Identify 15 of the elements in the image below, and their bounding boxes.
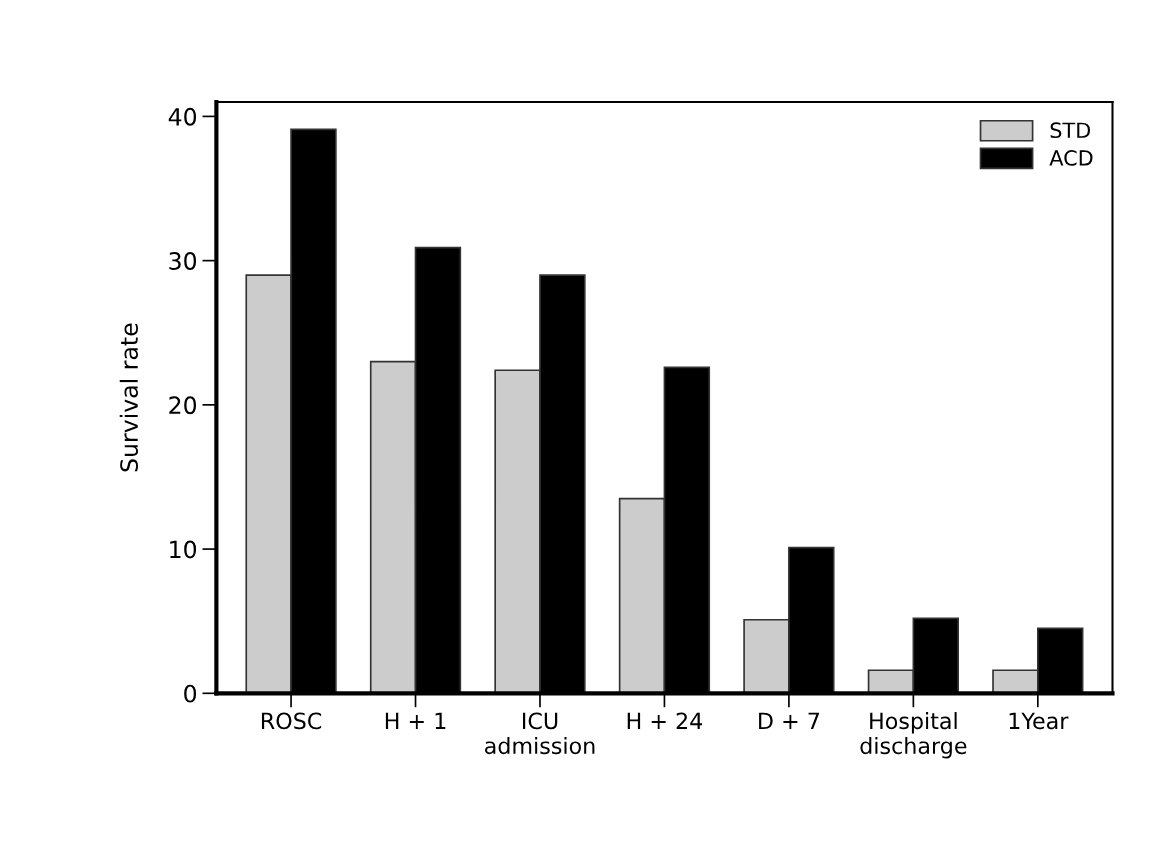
- x-tick-label: H + 1: [385, 712, 446, 729]
- y-tick-label: 0: [184, 684, 197, 703]
- x-tick-label: H + 24: [627, 712, 703, 729]
- y-tick-label: 10: [170, 540, 197, 559]
- legend-label: STD: [1050, 122, 1091, 139]
- y-axis-title: Survival rate: [119, 323, 139, 472]
- y-tick-label: 40: [168, 107, 197, 126]
- x-tick-label: 1Year: [1009, 712, 1069, 730]
- x-tick-label: Hospital discharge: [860, 712, 967, 759]
- y-tick-label: 20: [169, 396, 197, 415]
- x-tick-label: D + 7: [759, 712, 819, 729]
- x-tick-label: ICU admission: [485, 712, 595, 755]
- legend-label: ACD: [1049, 150, 1093, 166]
- y-tick-label: 30: [169, 252, 197, 270]
- x-tick-label: ROSC: [261, 712, 322, 730]
